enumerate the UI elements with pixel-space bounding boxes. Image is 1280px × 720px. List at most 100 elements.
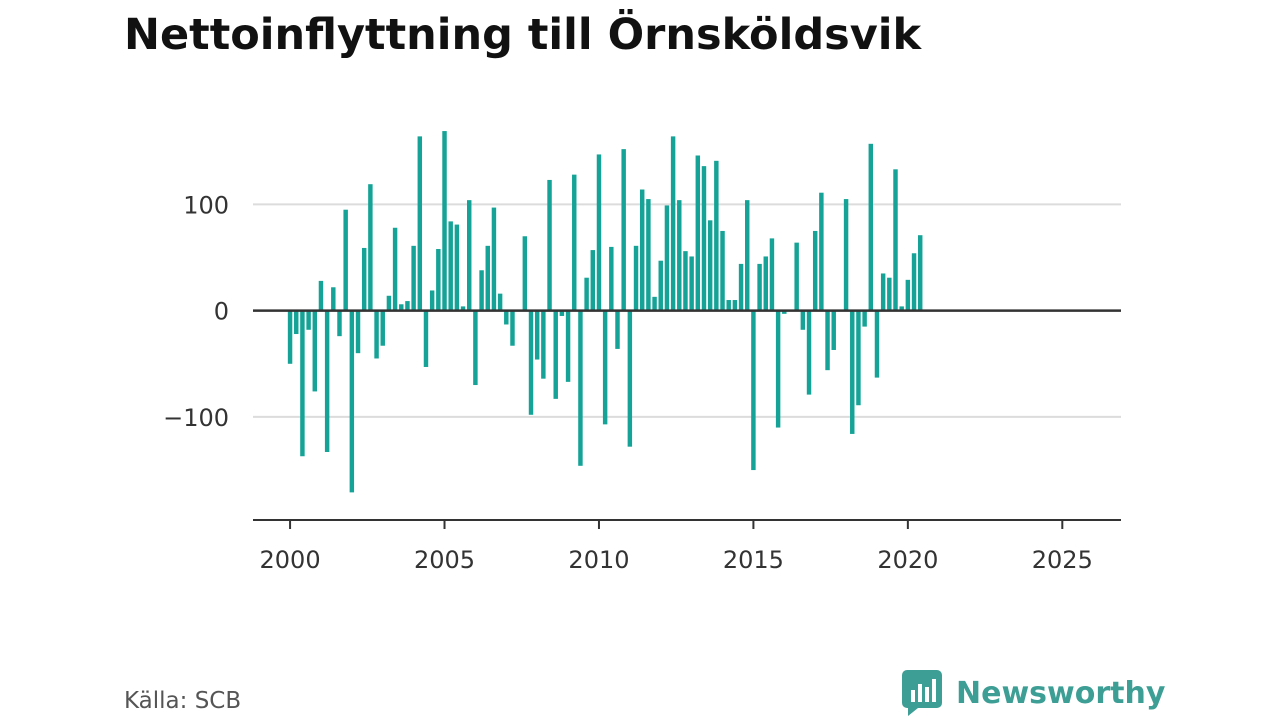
bar [911, 253, 917, 311]
x-tick-label: 2010 [568, 546, 629, 574]
bar [769, 238, 775, 311]
bar [609, 246, 614, 311]
bar [312, 310, 318, 392]
bar [782, 310, 787, 314]
bar [596, 154, 602, 311]
bar [843, 199, 849, 311]
y-tick-label: −100 [163, 404, 229, 432]
bar [405, 301, 410, 311]
bar [590, 250, 596, 311]
bar [374, 310, 379, 359]
bar [442, 131, 447, 311]
bars [287, 131, 923, 493]
bar [559, 310, 565, 316]
bar [689, 256, 694, 311]
bar [485, 245, 490, 311]
bar [386, 295, 392, 311]
bar [621, 149, 626, 311]
bar [331, 287, 336, 311]
bar [306, 310, 311, 330]
bar [670, 136, 676, 311]
bar [318, 280, 324, 311]
bar [294, 310, 299, 335]
bar [300, 310, 305, 457]
bar [479, 270, 484, 311]
x-tick-label: 2000 [260, 546, 321, 574]
bar [578, 310, 583, 466]
bar [751, 310, 756, 471]
x-tick-labels: 2000 2005 2010 2015 2020 2025 [260, 546, 1093, 574]
bar [510, 310, 515, 346]
bar [528, 310, 534, 415]
bar [602, 310, 608, 425]
bar [652, 296, 657, 311]
bar [633, 245, 639, 311]
bar [565, 310, 571, 382]
bar [683, 251, 688, 311]
bar [553, 310, 558, 399]
bar [831, 310, 836, 350]
bar [806, 310, 812, 395]
bar [862, 310, 867, 327]
x-tick-label: 2025 [1032, 546, 1093, 574]
bar [775, 310, 781, 428]
bar [380, 310, 385, 346]
bar [392, 227, 398, 311]
bar [819, 192, 824, 311]
bar [467, 200, 472, 311]
bar [893, 169, 898, 311]
bar [423, 310, 429, 367]
bar [497, 293, 503, 311]
bar [460, 306, 466, 311]
bar [522, 236, 528, 311]
chart-title: Nettoinflyttning till Örnsköldsvik [124, 10, 922, 60]
y-tick-labels: −100 0 100 [163, 191, 229, 432]
bar [745, 200, 750, 311]
bar [417, 136, 423, 311]
bar [720, 230, 725, 311]
bar [368, 184, 373, 311]
bar [534, 310, 540, 360]
bar [349, 310, 355, 493]
bar [856, 310, 861, 406]
bar [714, 160, 719, 311]
bar [812, 230, 818, 311]
bar [874, 310, 880, 378]
bar [287, 310, 293, 364]
bar [868, 143, 874, 311]
y-tick-label: 0 [214, 298, 229, 326]
bar [732, 300, 738, 311]
bar [664, 205, 670, 311]
bar [677, 200, 682, 311]
bar [794, 242, 799, 311]
bar [738, 263, 744, 311]
brand-name: Newsworthy [956, 675, 1166, 711]
bar [429, 290, 435, 311]
bar [454, 224, 460, 311]
bar [572, 174, 577, 311]
bar [695, 155, 701, 311]
bar [355, 310, 361, 354]
bar [473, 310, 478, 386]
bar [701, 166, 707, 311]
bar [726, 300, 731, 311]
y-tick-label: 100 [183, 191, 229, 219]
bar [337, 310, 342, 337]
x-tick-label: 2015 [723, 546, 784, 574]
bar [639, 189, 645, 311]
bar [343, 209, 348, 311]
bar [707, 220, 713, 311]
x-tick-label: 2020 [877, 546, 938, 574]
axes [253, 309, 1121, 529]
bar [905, 279, 911, 311]
bar [627, 310, 633, 447]
bar [917, 235, 923, 311]
bar [880, 273, 886, 311]
bar [448, 221, 453, 311]
gridlines [253, 203, 1121, 418]
bar [615, 310, 620, 349]
bar [658, 260, 663, 311]
brand[interactable]: Newsworthy [902, 670, 1165, 716]
source-note: Källa: SCB [124, 688, 242, 714]
